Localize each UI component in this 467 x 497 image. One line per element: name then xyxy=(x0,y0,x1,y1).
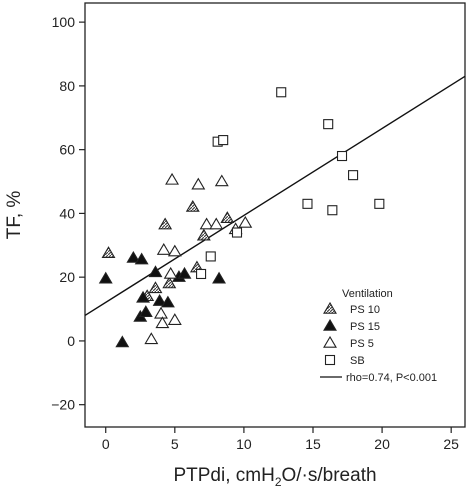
fit-line-layer xyxy=(84,75,466,317)
ps15-point xyxy=(138,305,153,317)
sb-point xyxy=(327,205,338,216)
ps15-point xyxy=(134,252,149,265)
x-tick-label: 0 xyxy=(102,436,110,452)
ps5-point xyxy=(163,266,178,279)
ps5-point xyxy=(199,217,214,230)
x-tick-label: 5 xyxy=(171,436,179,452)
axes: 0 5 10 15 20 25 −20 0 20 40 60 80 100 xyxy=(51,2,466,452)
legend-marker xyxy=(323,335,337,348)
sb-point xyxy=(276,87,287,98)
legend-marker xyxy=(323,301,337,314)
ps10-point xyxy=(148,281,163,294)
ps15-point xyxy=(152,293,167,306)
x-axis-label-subscript: 2 xyxy=(275,475,282,489)
ps10-point xyxy=(101,246,116,259)
x-axis-label-rest: O/·s/breath xyxy=(282,465,377,486)
sb-point xyxy=(336,150,348,162)
ps10-point xyxy=(162,276,177,289)
x-tick-label: 25 xyxy=(443,436,459,452)
data-points xyxy=(98,87,385,348)
ps5-point xyxy=(191,177,206,190)
ps5-point xyxy=(155,316,170,329)
ps15-point xyxy=(160,295,175,308)
y-tick-label: 40 xyxy=(59,205,75,221)
legend-marker xyxy=(324,354,336,366)
ps15-point xyxy=(212,271,226,284)
legend-title: Ventilation xyxy=(342,288,393,300)
y-axis-label: TF, % xyxy=(4,191,25,240)
y-tick-label: 100 xyxy=(52,14,76,30)
ps5-point xyxy=(144,332,159,345)
x-tick-label: 10 xyxy=(236,436,252,452)
ps5-point xyxy=(156,242,171,255)
ps5-point xyxy=(154,306,168,319)
legend-label: SB xyxy=(350,355,365,367)
sb-point xyxy=(374,198,385,209)
ps10-point xyxy=(196,228,211,241)
ps5-point xyxy=(167,244,182,257)
sb-point xyxy=(302,198,313,209)
legend-label: rho=0.74, P<0.001 xyxy=(346,372,437,384)
sb-point xyxy=(196,268,207,280)
x-axis-label: PTPdi, cmH2O/·s/breath xyxy=(173,465,376,489)
sb-point xyxy=(218,135,229,146)
ps15-point xyxy=(126,250,141,263)
x-axis-label-main: PTPdi, cmH xyxy=(173,465,274,486)
y-tick-label: 60 xyxy=(59,142,75,158)
legend-marker xyxy=(323,318,337,331)
legend: Ventilation PS 10 PS 15 PS 5 SB rho=0.74, P<0… xyxy=(320,288,437,384)
ps5-point xyxy=(214,174,229,187)
sb-point xyxy=(348,170,359,181)
sb-point xyxy=(205,251,216,262)
ps15-point xyxy=(115,335,130,348)
legend-label: PS 5 xyxy=(350,338,374,350)
plot-frame xyxy=(84,2,466,428)
ps15-point xyxy=(148,265,163,278)
ps5-point xyxy=(209,217,224,230)
ps5-point xyxy=(165,172,180,185)
ps5-point xyxy=(238,215,253,228)
regression-line xyxy=(84,75,466,317)
y-tick-label: 80 xyxy=(59,78,75,94)
ps10-point xyxy=(220,211,235,223)
ps5-point xyxy=(167,313,182,325)
legend-label: PS 10 xyxy=(350,304,380,316)
ps10-point xyxy=(185,199,200,212)
y-tick-label: 0 xyxy=(67,333,75,349)
x-tick-label: 15 xyxy=(305,436,321,452)
ps10-point xyxy=(158,217,173,230)
y-tick-label: 20 xyxy=(59,269,75,285)
y-tick-label: −20 xyxy=(51,397,75,413)
legend-label: PS 15 xyxy=(350,321,380,333)
sb-point xyxy=(323,119,334,130)
ps15-point xyxy=(98,271,113,284)
ps15-point xyxy=(136,290,150,303)
sb-point xyxy=(231,227,243,238)
ps15-point xyxy=(177,266,192,279)
x-tick-label: 20 xyxy=(374,436,390,452)
